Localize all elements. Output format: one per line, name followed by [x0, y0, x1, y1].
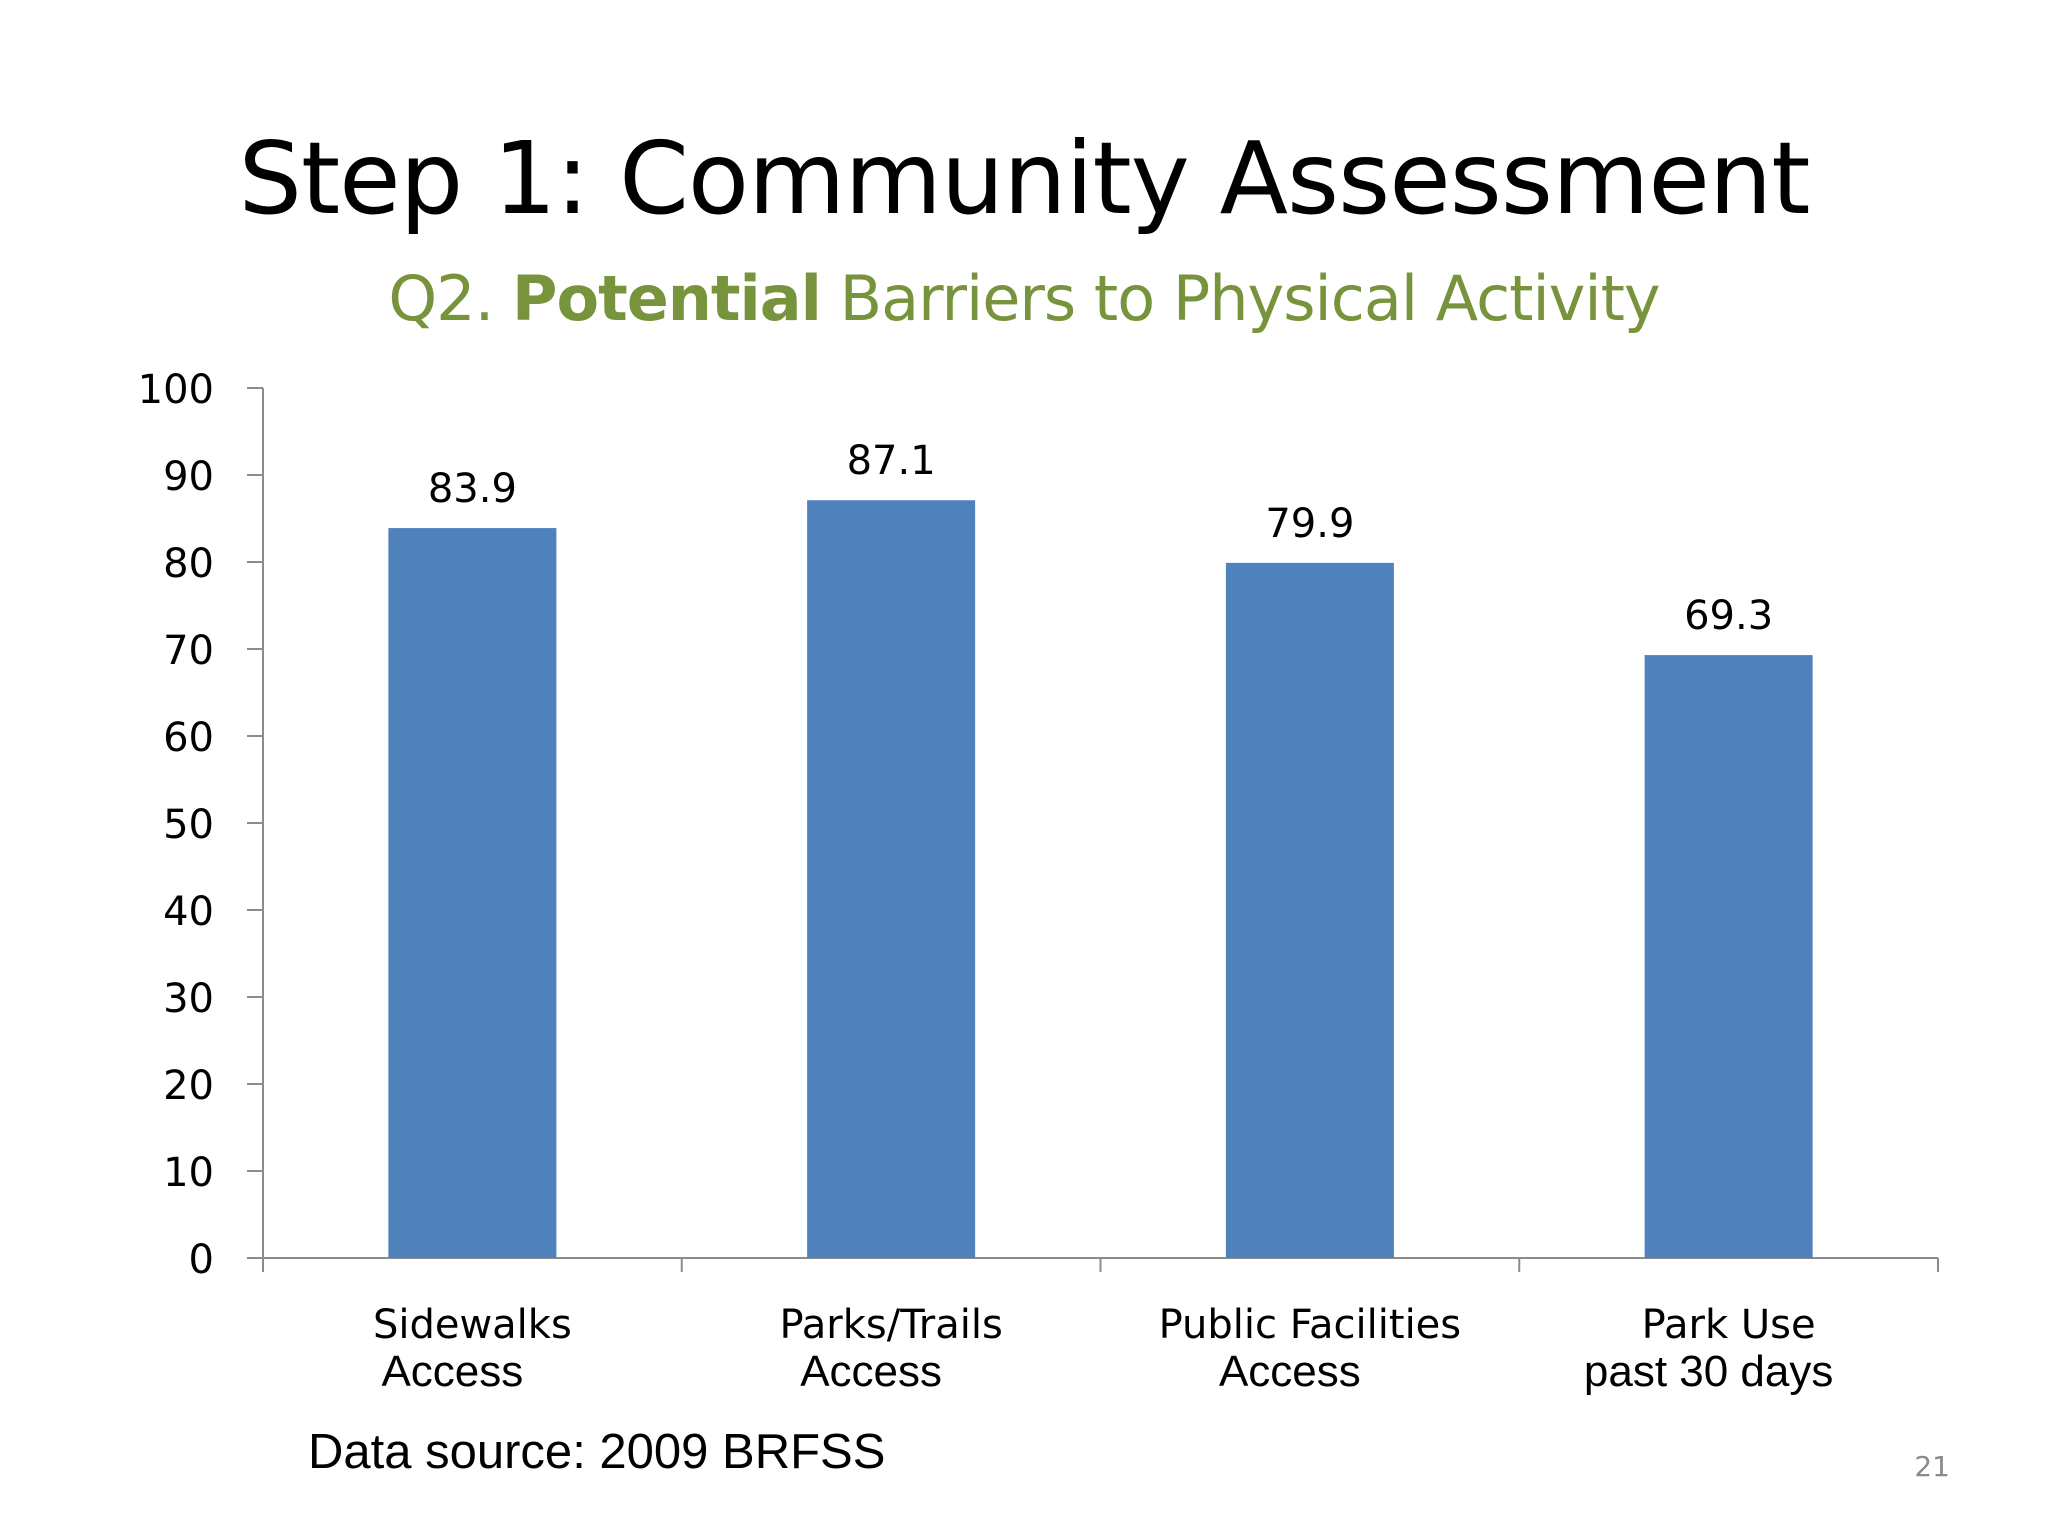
x-category-label: Park Use: [1642, 1302, 1816, 1348]
bar: [388, 528, 557, 1258]
x-category-sublabel: past 30 days: [1584, 1347, 1834, 1396]
bar: [1644, 655, 1813, 1258]
bar-value-label: 69.3: [1684, 593, 1773, 639]
slide-subtitle: Q2. Potential Barriers to Physical Activ…: [0, 262, 2048, 335]
data-source: Data source: 2009 BRFSS: [308, 1425, 886, 1479]
x-category-sublabel: Access: [800, 1347, 942, 1396]
y-tick-label: 20: [163, 1063, 214, 1109]
y-tick-label: 50: [163, 802, 214, 848]
slide-title: Step 1: Community Assessment: [238, 120, 1811, 237]
y-tick-label: 0: [189, 1237, 214, 1283]
y-tick-label: 90: [163, 454, 214, 500]
bar-value-label: 79.9: [1265, 501, 1354, 547]
bar-value-label: 83.9: [428, 466, 517, 512]
y-tick-label: 30: [163, 976, 214, 1022]
page-number: 21: [1914, 1450, 1950, 1483]
x-category-label: Parks/Trails: [779, 1302, 1002, 1348]
y-tick-label: 40: [163, 889, 214, 935]
bar: [1225, 562, 1394, 1258]
x-category-sublabel: Access: [1219, 1347, 1361, 1396]
y-tick-label: 70: [163, 628, 214, 674]
y-tick-label: 100: [138, 367, 214, 413]
y-tick-label: 60: [163, 715, 214, 761]
subtitle-emphasis: Potential: [512, 262, 822, 335]
bar-value-label: 87.1: [847, 438, 936, 484]
x-category-label: Public Facilities: [1159, 1302, 1462, 1348]
subtitle-prefix: Q2.: [388, 262, 494, 335]
x-category-sublabel: Access: [381, 1347, 523, 1396]
bar: [807, 500, 976, 1259]
subtitle-rest: Barriers to Physical Activity: [839, 262, 1661, 335]
y-tick-label: 80: [163, 541, 214, 587]
x-category-label: Sidewalks: [373, 1302, 572, 1348]
y-tick-label: 10: [163, 1150, 214, 1196]
